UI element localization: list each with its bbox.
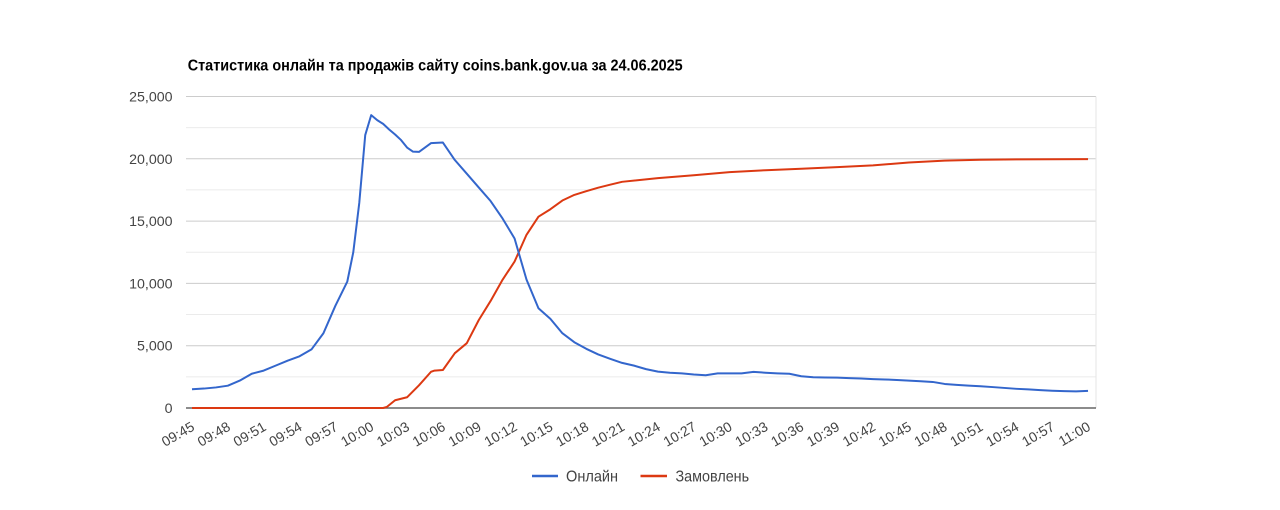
svg-text:20,000: 20,000 [129,152,173,168]
svg-text:Онлайн: Онлайн [566,469,618,486]
svg-text:Замовлень: Замовлень [676,469,750,486]
svg-text:10,000: 10,000 [129,276,173,292]
svg-text:0: 0 [165,401,173,417]
svg-text:25,000: 25,000 [129,89,173,105]
svg-text:Статистика онлайн та продажів: Статистика онлайн та продажів сайту coin… [188,58,683,75]
svg-text:15,000: 15,000 [129,214,173,230]
svg-text:5,000: 5,000 [137,339,173,355]
